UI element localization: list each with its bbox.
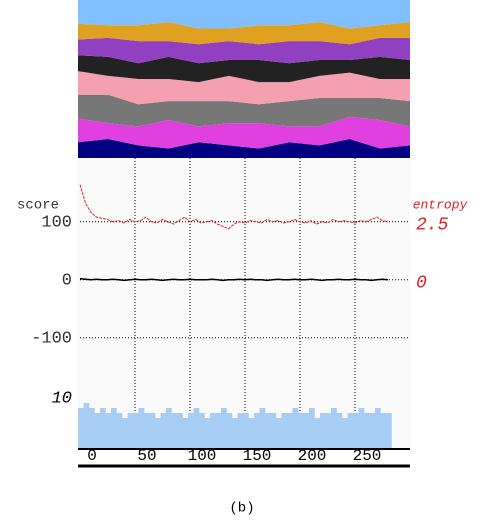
bar <box>94 413 101 448</box>
lineage-area <box>78 71 410 105</box>
y-tick-label: 100 <box>41 213 72 232</box>
bar <box>237 413 244 448</box>
y2-tick-label: 0 <box>416 274 427 294</box>
bar <box>122 418 128 448</box>
bar <box>380 413 387 448</box>
lineage-area <box>78 22 410 45</box>
bar <box>210 413 216 448</box>
bar <box>133 413 139 448</box>
bar <box>375 408 381 448</box>
bar <box>287 413 293 448</box>
y-tick-label: -100 <box>31 329 72 348</box>
bar <box>292 408 299 448</box>
bar <box>369 413 376 448</box>
bar <box>276 418 282 448</box>
x-tick-label: 200 <box>298 447 327 465</box>
bar <box>347 413 354 448</box>
bar <box>325 413 332 448</box>
bar <box>83 403 90 448</box>
y-axis-label: score <box>17 198 59 214</box>
lineage-area <box>78 37 410 64</box>
x-tick-label: 250 <box>353 447 382 465</box>
plot-background <box>78 158 410 448</box>
bar <box>193 408 200 448</box>
bar <box>149 413 156 448</box>
caption: (b) <box>229 501 254 517</box>
bar <box>177 413 183 448</box>
x-tick-label: 0 <box>87 447 97 465</box>
bar <box>204 418 211 448</box>
bar <box>248 418 255 448</box>
bar <box>243 413 249 448</box>
bar <box>160 413 167 448</box>
bar <box>320 413 326 448</box>
lineage-area <box>78 139 410 158</box>
bar <box>298 413 304 448</box>
bar <box>182 418 189 448</box>
bar <box>303 413 310 448</box>
bar <box>105 413 112 448</box>
series-line <box>79 277 389 282</box>
bar <box>188 413 194 448</box>
bar <box>166 408 172 448</box>
bar <box>364 413 370 448</box>
bar <box>199 413 205 448</box>
bar <box>127 413 134 448</box>
bar <box>314 418 321 448</box>
lineage-area <box>78 116 410 149</box>
bar <box>309 408 315 448</box>
bar <box>281 413 288 448</box>
bar <box>331 408 337 448</box>
bar <box>155 418 161 448</box>
lineage-area <box>78 94 410 127</box>
y2-axis-label: entropy <box>413 197 469 212</box>
bar <box>270 413 277 448</box>
lineage-area <box>78 55 410 83</box>
bar <box>386 413 392 448</box>
bar <box>171 413 178 448</box>
bar <box>100 408 106 448</box>
lineage-area <box>78 0 410 29</box>
y-tick-label: 0 <box>62 271 72 290</box>
x-tick-label: 100 <box>188 447 217 465</box>
bar <box>342 418 348 448</box>
bar <box>138 408 145 448</box>
bar <box>215 413 222 448</box>
bar <box>116 413 123 448</box>
bar <box>353 413 359 448</box>
y2-tick-label: 2.5 <box>416 216 449 236</box>
bar <box>89 408 95 448</box>
bar <box>232 418 238 448</box>
bar <box>226 413 233 448</box>
bar <box>78 408 84 448</box>
x-tick-label: 150 <box>243 447 272 465</box>
bar <box>221 408 227 448</box>
x-tick-label: 50 <box>137 447 156 465</box>
bar <box>336 413 343 448</box>
y-tick-label: 10 <box>52 389 72 408</box>
bar <box>111 408 117 448</box>
series-line <box>79 184 389 230</box>
bar <box>254 413 260 448</box>
bar <box>265 413 271 448</box>
bar <box>259 408 266 448</box>
bar <box>358 408 365 448</box>
bar <box>144 413 150 448</box>
